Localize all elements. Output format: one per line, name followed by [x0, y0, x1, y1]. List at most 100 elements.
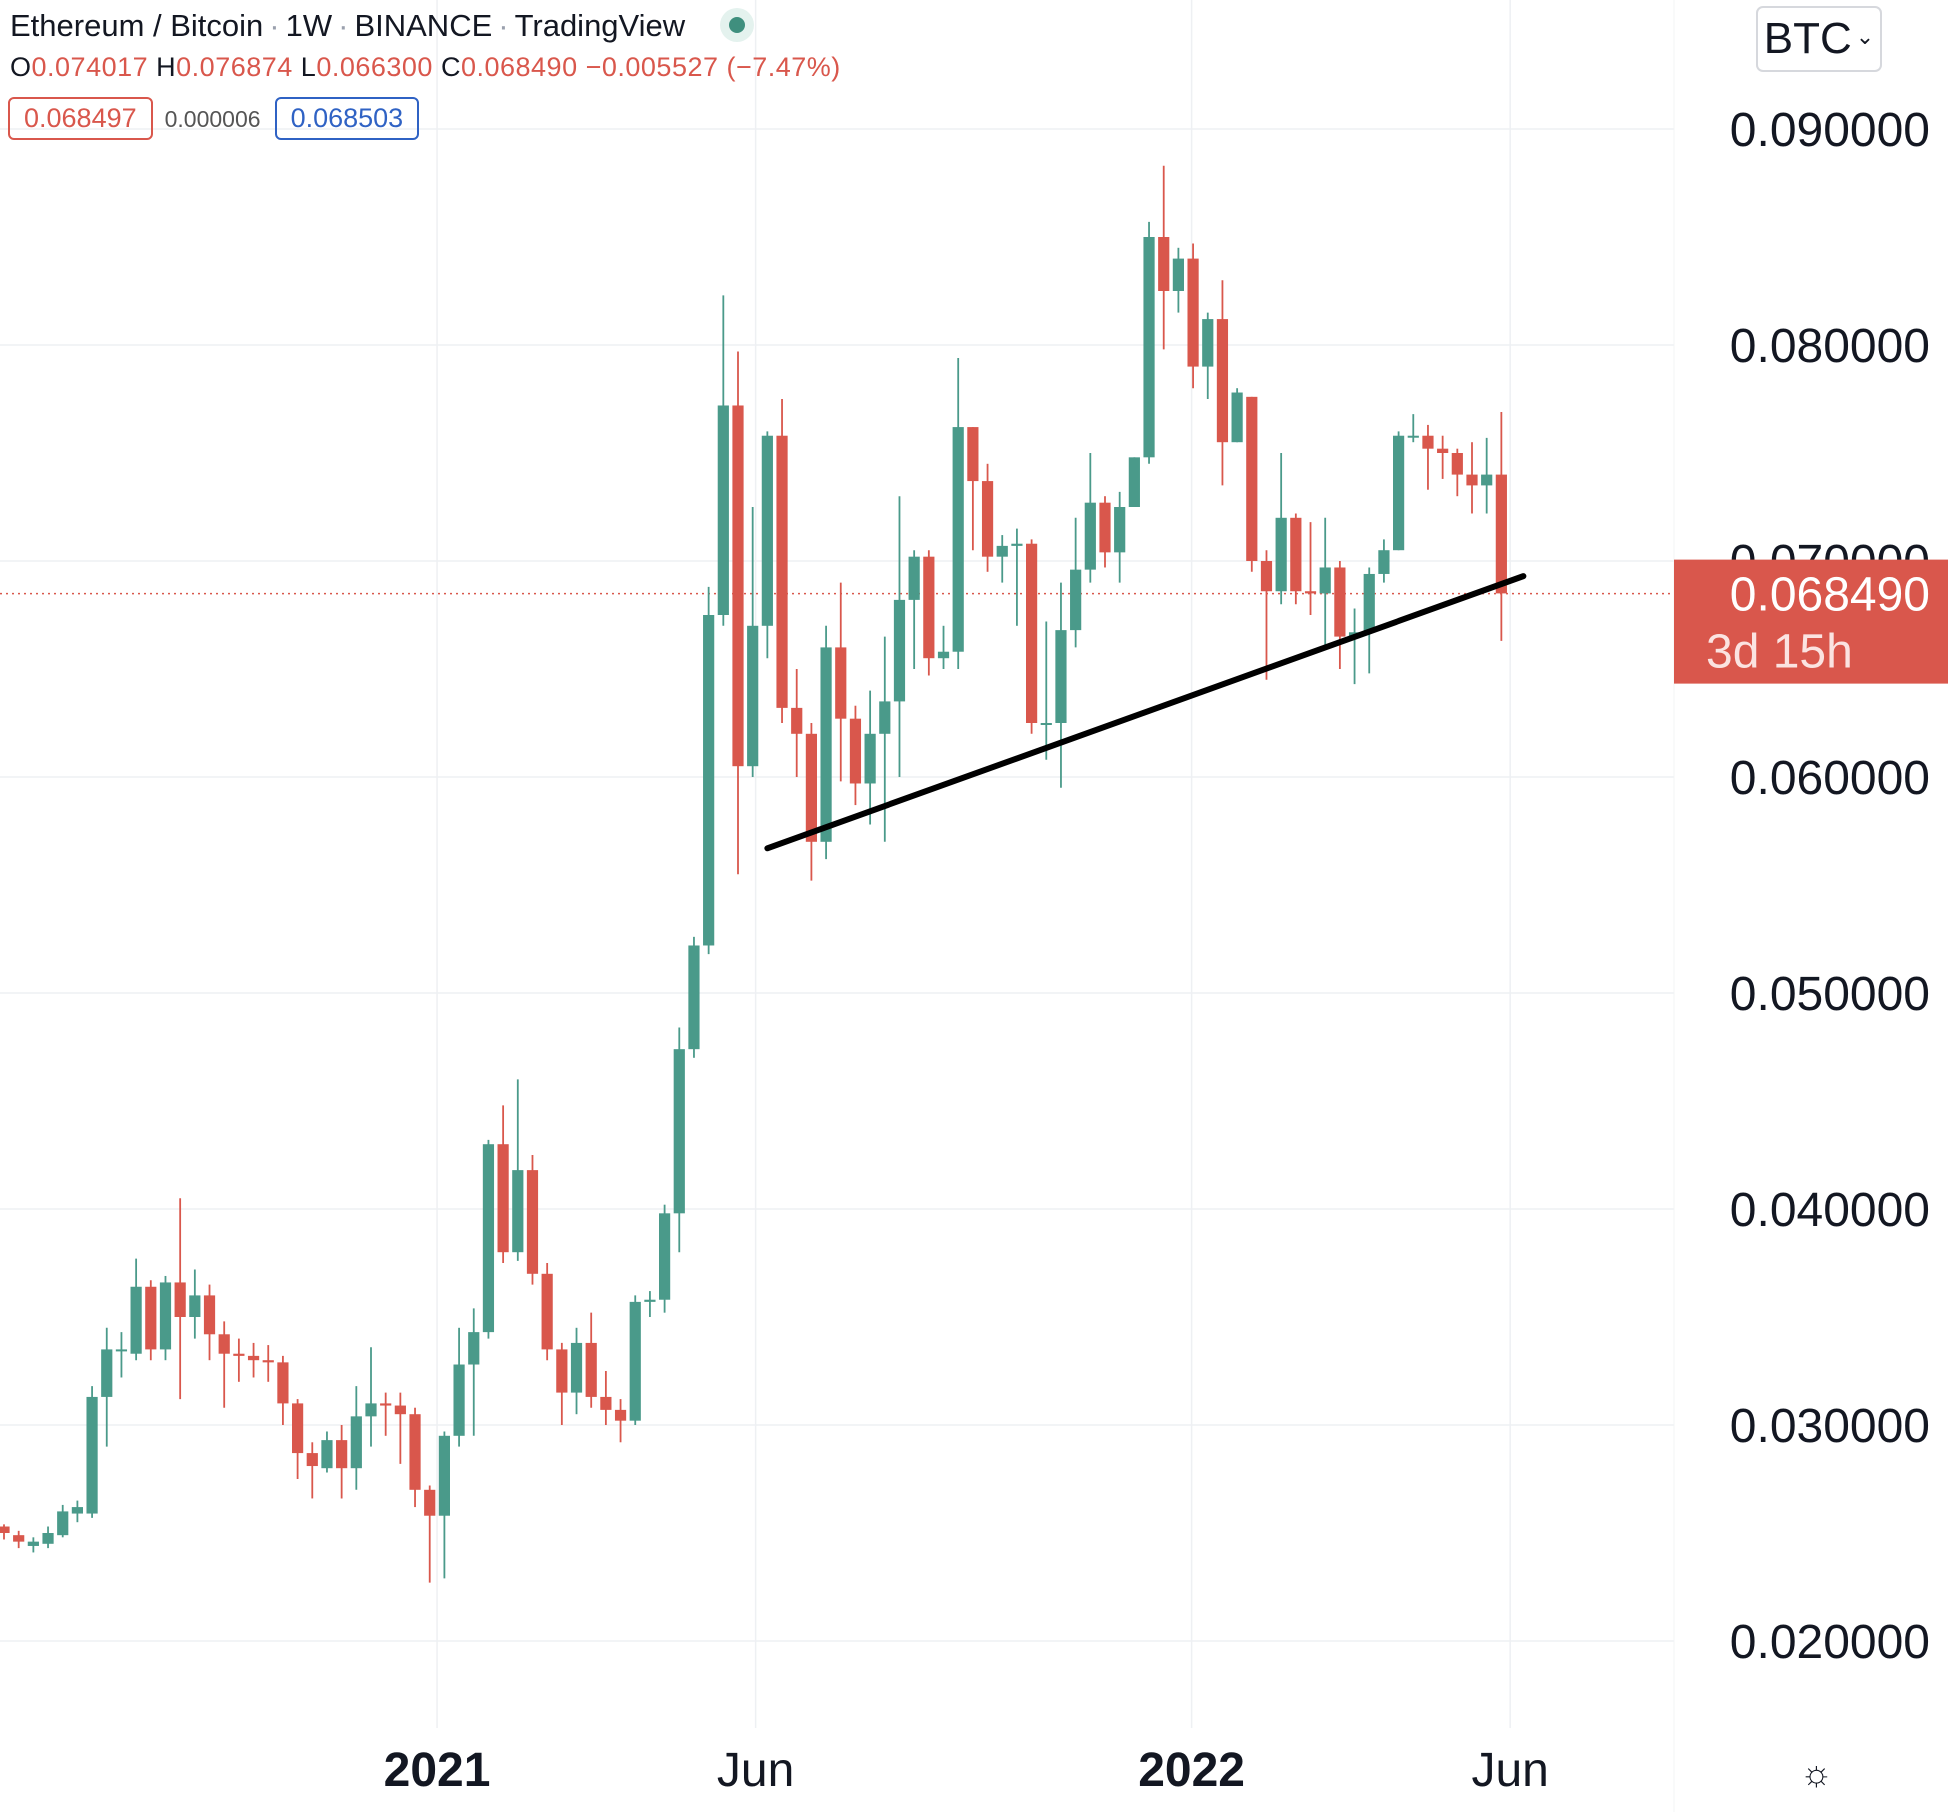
candle-up — [644, 1291, 656, 1317]
candle-body — [1304, 591, 1317, 594]
candle-body — [570, 1342, 583, 1393]
candle-up — [453, 1327, 465, 1447]
y-tick-label: 0.040000 — [1730, 1184, 1930, 1237]
candle-up — [1348, 608, 1361, 685]
candle-down — [306, 1442, 318, 1499]
candle-down — [1422, 424, 1434, 490]
candle-down — [1466, 442, 1478, 514]
candle-body — [688, 945, 700, 1050]
candle-down — [0, 1524, 10, 1540]
candle-up — [1084, 453, 1096, 583]
candle-body — [350, 1416, 362, 1469]
candle-up — [1319, 517, 1331, 648]
high-value: 0.076874 — [176, 52, 293, 82]
candle-up — [1393, 431, 1405, 551]
candle-up — [703, 586, 715, 955]
candle-up — [1114, 491, 1126, 583]
y-tick-label: 0.020000 — [1730, 1616, 1930, 1669]
y-tick-label: 0.030000 — [1730, 1400, 1930, 1453]
candle-body — [864, 733, 876, 784]
candle-body — [438, 1435, 450, 1516]
candle-body — [717, 405, 729, 615]
candle-body — [556, 1349, 568, 1393]
candle-up — [1231, 388, 1243, 443]
candle-body — [879, 701, 891, 734]
candle-up — [1040, 621, 1052, 760]
low-label: L — [300, 52, 317, 82]
candle-up — [57, 1504, 69, 1538]
candle-body — [0, 1526, 10, 1533]
candle-up — [159, 1275, 172, 1361]
candle-up — [659, 1204, 671, 1313]
market-status-icon — [729, 16, 746, 33]
candle-down — [1187, 243, 1199, 389]
last-price-badge — [1674, 559, 1948, 684]
candle-body — [468, 1332, 480, 1365]
candles — [0, 165, 1507, 1583]
candle-down — [424, 1485, 436, 1583]
candle-body — [71, 1507, 83, 1514]
candle-body — [1202, 319, 1214, 367]
candle-down — [967, 427, 979, 551]
ohlc-readout: O0.074017 H0.076874 L0.066300 C0.068490 … — [10, 52, 841, 83]
candle-up — [365, 1347, 377, 1447]
candle-body — [86, 1396, 98, 1514]
candle-up — [438, 1431, 450, 1579]
candle-body — [512, 1170, 524, 1253]
candle-down — [1290, 513, 1302, 605]
candle-body — [203, 1295, 216, 1335]
candle-down — [923, 550, 935, 676]
candle-body — [1481, 474, 1493, 486]
candle-up — [879, 636, 891, 842]
candle-down — [585, 1312, 597, 1408]
sell-button[interactable]: 0.068497 — [8, 97, 153, 140]
candle-body — [247, 1355, 260, 1361]
candle-down — [1216, 280, 1229, 486]
candle-body — [673, 1049, 685, 1214]
candle-down — [849, 705, 862, 806]
source: TradingView — [514, 8, 686, 43]
time-axis[interactable]: 2021 Jun 2022 Jun — [384, 1744, 1549, 1797]
candle-down — [981, 463, 994, 572]
candle-down — [262, 1345, 274, 1382]
candle-up — [321, 1431, 333, 1473]
candle-body — [1187, 258, 1199, 367]
candle-body — [1231, 392, 1243, 443]
candle-body — [996, 545, 1008, 557]
candle-up — [717, 295, 729, 626]
price-axis[interactable]: 0.0900000.0800000.0700000.0600000.050000… — [1730, 104, 1930, 1669]
candle-down — [600, 1371, 612, 1425]
candle-down — [145, 1280, 157, 1361]
candle-up — [1407, 414, 1419, 443]
settings-gear-icon[interactable]: ☼ — [1800, 1752, 1833, 1793]
candle-body — [115, 1349, 128, 1352]
candle-up — [761, 431, 773, 659]
candle-body — [967, 427, 979, 482]
candle-body — [380, 1403, 392, 1406]
candle-body — [1128, 457, 1140, 507]
candle-down — [380, 1392, 392, 1436]
candle-up — [1070, 517, 1082, 648]
candle-body — [849, 718, 862, 784]
candle-body — [937, 651, 950, 659]
grid-lines — [0, 0, 1675, 1812]
candle-body — [805, 733, 817, 842]
candle-body — [130, 1286, 142, 1354]
candle-body — [1026, 543, 1038, 723]
candle-body — [893, 599, 906, 702]
candle-body — [409, 1414, 421, 1490]
chevron-down-icon: ⌄ — [1855, 24, 1875, 49]
candle-down — [336, 1425, 348, 1499]
buy-button[interactable]: 0.068503 — [274, 97, 420, 140]
candle-up — [101, 1327, 113, 1447]
candle-up — [1128, 457, 1140, 507]
trendline[interactable] — [764, 573, 1527, 852]
y-tick-label: 0.060000 — [1730, 752, 1930, 805]
candle-body — [835, 647, 847, 719]
candle-down — [1334, 561, 1346, 669]
candle-body — [1216, 319, 1229, 443]
symbol-legend[interactable]: Ethereum / Bitcoin · 1W · BINANCE · TradingVie… — [10, 8, 746, 44]
currency-button[interactable]: BTC ⌄ — [1756, 6, 1882, 72]
candle-down — [1026, 539, 1038, 734]
